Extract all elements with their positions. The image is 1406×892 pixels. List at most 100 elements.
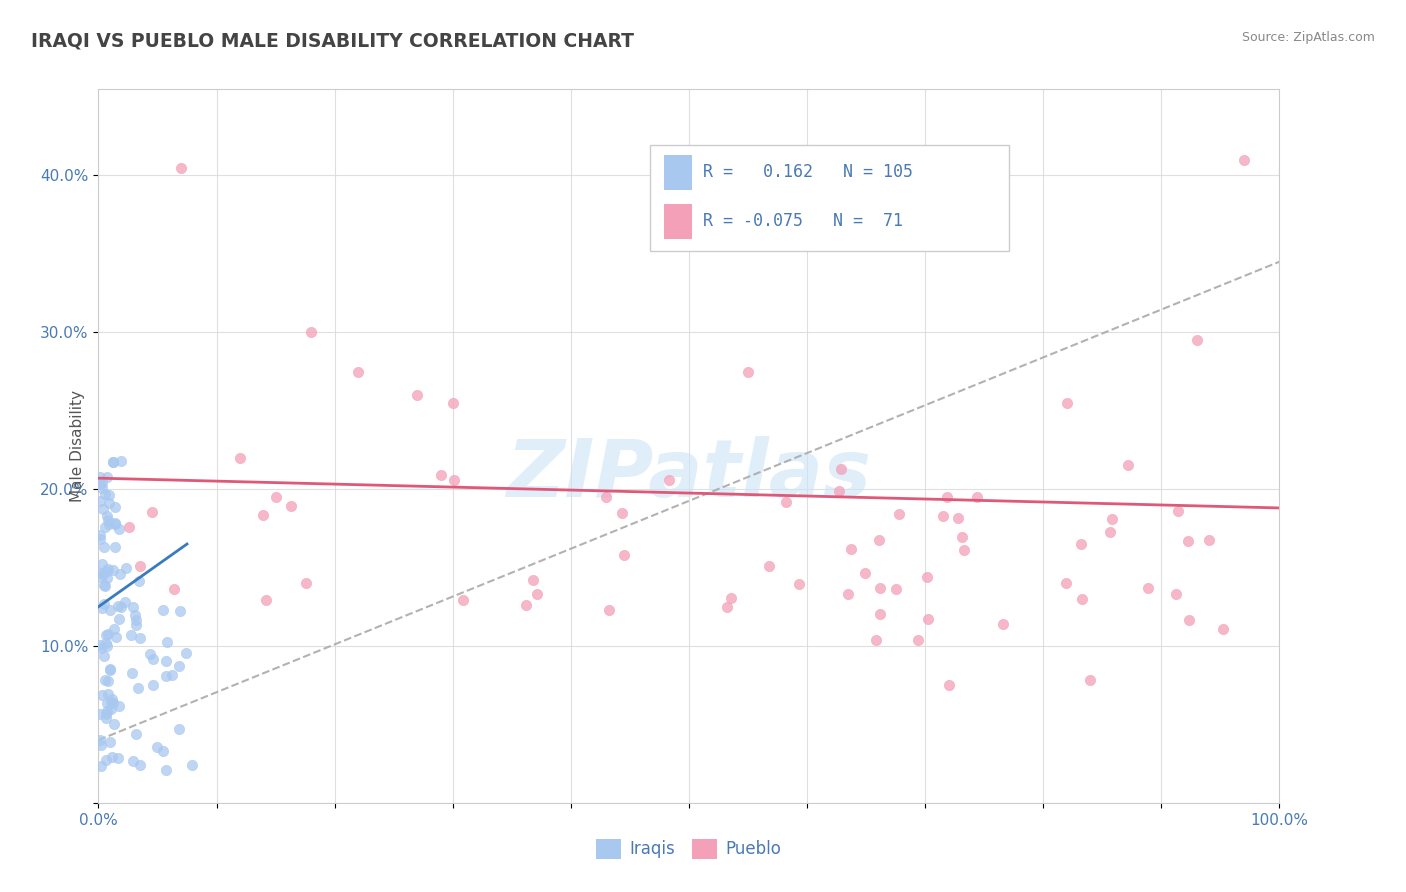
Point	[142, 652, 165, 666]
Point	[853, 566, 876, 581]
Point	[89, 477, 111, 491]
Point	[98, 735, 121, 749]
Point	[98, 663, 121, 677]
Point	[89, 470, 111, 484]
Point	[1080, 673, 1102, 688]
Point	[107, 751, 129, 765]
Text: ZIPatlas: ZIPatlas	[506, 435, 872, 514]
Point	[97, 674, 120, 689]
Point	[907, 632, 929, 647]
Point	[869, 607, 891, 621]
Point	[1177, 533, 1199, 548]
Point	[104, 516, 127, 531]
Point	[97, 627, 120, 641]
Point	[121, 666, 143, 681]
Point	[108, 612, 131, 626]
Point	[93, 540, 115, 554]
Text: Source: ZipAtlas.com: Source: ZipAtlas.com	[1241, 31, 1375, 45]
Point	[254, 592, 277, 607]
Point	[181, 757, 204, 772]
Legend: Iraqis, Pueblo: Iraqis, Pueblo	[589, 832, 789, 866]
Text: R =   0.162   N = 105: R = 0.162 N = 105	[703, 163, 912, 181]
Point	[152, 603, 174, 617]
Point	[155, 763, 177, 777]
Point	[89, 493, 111, 508]
Point	[1212, 622, 1234, 636]
Point	[93, 648, 115, 663]
Point	[118, 519, 141, 533]
Text: IRAQI VS PUEBLO MALE DISABILITY CORRELATION CHART: IRAQI VS PUEBLO MALE DISABILITY CORRELAT…	[31, 31, 634, 50]
Point	[775, 495, 797, 509]
Point	[406, 388, 429, 402]
Point	[868, 533, 890, 547]
Point	[229, 450, 252, 465]
Point	[347, 364, 370, 378]
Point	[129, 559, 152, 574]
Point	[1177, 613, 1199, 627]
Point	[430, 468, 453, 483]
Point	[90, 570, 112, 584]
Point	[931, 509, 953, 524]
Point	[91, 558, 114, 572]
Point	[100, 695, 122, 709]
Point	[1166, 587, 1188, 601]
Point	[167, 723, 190, 737]
Point	[110, 454, 132, 468]
Point	[121, 755, 143, 769]
Point	[128, 631, 150, 645]
Point	[141, 505, 163, 519]
Point	[89, 733, 111, 747]
Point	[108, 523, 131, 537]
Point	[90, 481, 112, 495]
Point	[103, 622, 125, 636]
Point	[120, 628, 142, 642]
Bar	[664, 155, 692, 189]
Point	[89, 706, 111, 721]
Point	[515, 599, 537, 613]
Point	[104, 540, 127, 554]
Point	[90, 566, 112, 580]
Point	[299, 326, 322, 340]
Bar	[664, 204, 692, 238]
Point	[114, 561, 136, 575]
Point	[94, 673, 117, 687]
Point	[128, 758, 150, 772]
Point	[1071, 592, 1094, 607]
Point	[96, 571, 118, 585]
Point	[110, 599, 132, 614]
Point	[598, 603, 620, 617]
Point	[174, 646, 197, 660]
Point	[915, 570, 938, 584]
Point	[90, 640, 112, 655]
Point	[163, 582, 186, 597]
Point	[917, 612, 939, 626]
Point	[101, 692, 124, 706]
Point	[264, 490, 287, 504]
Point	[1056, 396, 1078, 410]
Point	[91, 502, 114, 516]
Point	[950, 530, 973, 544]
Point	[830, 462, 852, 476]
Point	[1099, 525, 1122, 540]
Point	[169, 604, 191, 618]
Point	[97, 488, 120, 502]
Point	[142, 677, 165, 691]
Point	[96, 564, 118, 578]
Point	[936, 491, 959, 505]
Point	[90, 738, 112, 752]
Point	[716, 600, 738, 615]
Point	[280, 500, 302, 514]
Point	[610, 506, 633, 520]
Point	[155, 669, 177, 683]
Point	[125, 727, 148, 741]
Point	[94, 753, 117, 767]
Point	[89, 638, 111, 652]
Point	[94, 519, 117, 533]
Point	[94, 579, 117, 593]
Point	[869, 581, 891, 595]
Point	[94, 635, 117, 649]
Y-axis label: Male Disability: Male Disability	[69, 390, 84, 502]
Point	[96, 705, 118, 719]
Point	[443, 473, 465, 487]
Point	[451, 593, 474, 607]
